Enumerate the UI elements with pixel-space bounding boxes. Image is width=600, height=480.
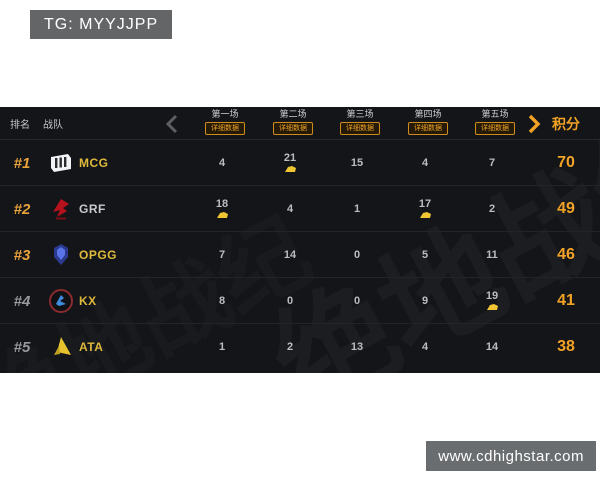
team-logo-mcg	[48, 150, 74, 176]
score-cell: 4	[421, 341, 429, 353]
table-row-opgg: #3 OPGG 7 14 0 5 11 46	[0, 232, 600, 278]
total-points: 38	[557, 338, 575, 355]
chevron-left-icon[interactable]	[164, 113, 180, 135]
chicken-dinner-icon	[419, 212, 431, 218]
score-cell: 15	[350, 157, 364, 169]
match-1-column-header: 第一场 详细数据	[193, 109, 257, 135]
website-watermark-text: www.cdhighstar.com	[438, 447, 584, 465]
rank-label: #5	[13, 338, 31, 356]
score-cell: 1	[218, 341, 226, 353]
match-5-label: 第五场	[481, 109, 509, 119]
chicken-dinner-icon	[284, 166, 296, 172]
rank-label: #2	[13, 200, 31, 218]
score-cell: 0	[353, 249, 361, 261]
score-cell: 0	[286, 295, 294, 307]
score-cell: 13	[350, 341, 364, 353]
total-points: 41	[557, 292, 575, 309]
match-3-label: 第三场	[346, 109, 374, 119]
match-1-label: 第一场	[211, 109, 239, 119]
team-logo-ata	[48, 334, 74, 360]
score-cell: 2	[286, 341, 294, 353]
score-cell: 4	[421, 157, 429, 169]
match-3-detail-button[interactable]: 详细数据	[340, 122, 380, 135]
score-cell: 2	[488, 203, 496, 215]
team-name: MCG	[79, 156, 109, 170]
total-points: 70	[557, 154, 575, 171]
score-cell: 4	[218, 157, 226, 169]
header-team: 战队	[43, 120, 63, 131]
team-logo-opgg	[48, 242, 74, 268]
match-2-label: 第二场	[279, 109, 307, 119]
score-cell: 9	[421, 295, 429, 307]
table-row-ata: #5 ATA 1 2 13 4 14 38	[0, 324, 600, 370]
table-row-grf: #2 GRF 18 4 1 17 2 49	[0, 186, 600, 232]
rank-label: #3	[13, 246, 31, 264]
total-points: 49	[557, 200, 575, 217]
total-points: 46	[557, 246, 575, 263]
team-name: OPGG	[79, 248, 118, 262]
rank-label: #4	[13, 292, 31, 310]
team-name: KX	[79, 294, 97, 308]
score-cell: 0	[353, 295, 361, 307]
score-cell: 14	[283, 249, 297, 261]
team-logo-grf	[48, 196, 74, 222]
leaderboard-header: 排名 战队 第一场 详细数据 第二场 详细数据 第三场 详细数据 第四场 详细数…	[0, 107, 600, 140]
website-watermark-badge: www.cdhighstar.com	[426, 441, 596, 471]
match-2-detail-button[interactable]: 详细数据	[273, 122, 313, 135]
score-cell: 1	[353, 203, 361, 215]
score-cell: 7	[218, 249, 226, 261]
match-5-detail-button[interactable]: 详细数据	[475, 122, 515, 135]
match-4-detail-button[interactable]: 详细数据	[408, 122, 448, 135]
team-name: ATA	[79, 340, 104, 354]
tg-watermark-text: TG: MYYJJPP	[44, 15, 159, 33]
score-cell: 7	[488, 157, 496, 169]
leaderboard-panel: 绝地战纪 绝地战纪 排名 战队 第一场 详细数据 第二场 详细数据 第三场 详细…	[0, 107, 600, 373]
score-cell: 14	[485, 341, 499, 353]
chevron-right-icon[interactable]	[526, 113, 542, 135]
team-name: GRF	[79, 202, 106, 216]
table-row-kx: #4 KX 8 0 0 9 19 41	[0, 278, 600, 324]
match-2-column-header: 第二场 详细数据	[261, 109, 325, 135]
header-score: 积分	[552, 115, 580, 132]
score-cell: 8	[218, 295, 226, 307]
rank-label: #1	[13, 154, 31, 172]
score-cell: 4	[286, 203, 294, 215]
match-1-detail-button[interactable]: 详细数据	[205, 122, 245, 135]
table-row-mcg: #1 MCG 4 21 15 4 7 70	[0, 140, 600, 186]
score-cell: 18	[215, 198, 229, 210]
match-5-column-header: 第五场 详细数据	[463, 109, 527, 135]
score-cell: 5	[421, 249, 429, 261]
score-cell: 19	[485, 290, 499, 302]
score-cell: 17	[418, 198, 432, 210]
match-3-column-header: 第三场 详细数据	[328, 109, 392, 135]
tg-watermark-badge: TG: MYYJJPP	[30, 10, 173, 39]
match-4-column-header: 第四场 详细数据	[396, 109, 460, 135]
header-rank: 排名	[10, 120, 30, 131]
score-cell: 11	[486, 249, 498, 261]
chicken-dinner-icon	[486, 304, 498, 310]
score-cell: 21	[283, 152, 297, 164]
team-logo-kx	[48, 288, 74, 314]
match-4-label: 第四场	[414, 109, 442, 119]
chicken-dinner-icon	[216, 212, 228, 218]
